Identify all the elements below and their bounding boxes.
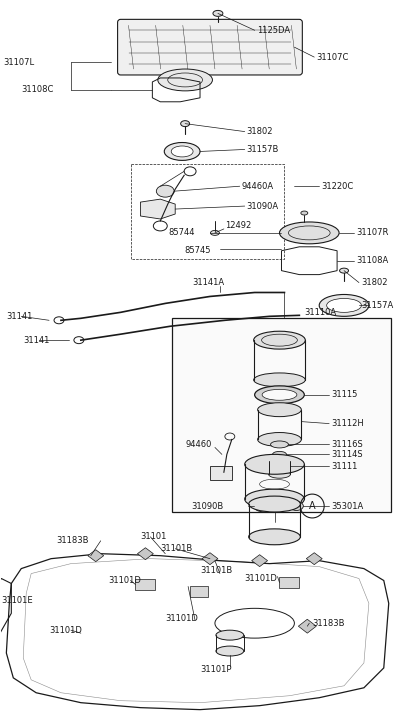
FancyBboxPatch shape [118, 20, 302, 75]
Text: 31114S: 31114S [331, 450, 363, 459]
Text: 31101E: 31101E [1, 596, 33, 605]
Ellipse shape [254, 332, 305, 349]
Bar [210, 466, 232, 481]
Polygon shape [137, 547, 153, 560]
Text: 94460A: 94460A [242, 182, 274, 190]
Text: 31090A: 31090A [247, 201, 279, 211]
Polygon shape [306, 553, 322, 565]
Text: 31116S: 31116S [331, 440, 363, 449]
Text: 31157B: 31157B [247, 145, 279, 154]
Text: 31101P: 31101P [200, 665, 231, 675]
Ellipse shape [269, 457, 290, 465]
Polygon shape [88, 550, 104, 562]
Text: 31107C: 31107C [316, 52, 348, 62]
Text: 31802: 31802 [247, 127, 273, 136]
Ellipse shape [211, 230, 219, 236]
Polygon shape [202, 553, 218, 565]
Bar [172, 318, 391, 512]
Text: 31802: 31802 [361, 278, 387, 287]
Ellipse shape [258, 433, 301, 446]
Text: 31101: 31101 [140, 532, 167, 542]
Text: 31101B: 31101B [160, 545, 193, 553]
Text: 94460: 94460 [185, 440, 211, 449]
Ellipse shape [245, 454, 304, 474]
Text: 31101B: 31101B [200, 566, 232, 575]
Text: 31110A: 31110A [304, 308, 337, 317]
Text: 12492: 12492 [225, 222, 251, 230]
Text: A: A [309, 501, 316, 511]
Ellipse shape [254, 373, 305, 387]
Polygon shape [298, 619, 316, 633]
Text: 31107L: 31107L [3, 57, 34, 67]
Ellipse shape [279, 222, 339, 244]
Text: 85745: 85745 [184, 246, 211, 255]
Ellipse shape [290, 502, 303, 510]
Text: 31220C: 31220C [321, 182, 353, 190]
Ellipse shape [171, 146, 193, 157]
Text: 31183B: 31183B [56, 537, 88, 545]
Ellipse shape [216, 630, 244, 640]
Text: 1125DA: 1125DA [256, 25, 290, 35]
Ellipse shape [262, 390, 297, 401]
Ellipse shape [213, 10, 223, 17]
Text: 31141: 31141 [7, 312, 33, 321]
Ellipse shape [270, 441, 288, 448]
Text: 31101D: 31101D [49, 626, 82, 635]
Text: 31183B: 31183B [312, 619, 345, 627]
Ellipse shape [301, 211, 308, 215]
Ellipse shape [254, 500, 276, 512]
Ellipse shape [158, 69, 212, 91]
Text: 31115: 31115 [331, 390, 357, 399]
Ellipse shape [272, 451, 286, 457]
Bar [135, 579, 155, 590]
Ellipse shape [319, 294, 369, 316]
Ellipse shape [327, 299, 362, 313]
Text: 31112H: 31112H [331, 419, 364, 428]
Text: 31090B: 31090B [191, 502, 223, 510]
Text: 31108C: 31108C [21, 85, 54, 95]
Text: 31101D: 31101D [245, 574, 278, 583]
Text: 31141A: 31141A [192, 278, 224, 287]
Ellipse shape [156, 185, 174, 197]
Ellipse shape [249, 496, 300, 512]
Bar [190, 587, 208, 598]
Ellipse shape [164, 142, 200, 161]
Polygon shape [252, 555, 267, 566]
Text: 31111: 31111 [331, 462, 357, 471]
Bar [279, 577, 299, 588]
Ellipse shape [216, 646, 244, 656]
Text: 35301A: 35301A [331, 502, 363, 510]
Ellipse shape [181, 121, 190, 126]
Ellipse shape [245, 489, 304, 509]
Text: 31141: 31141 [23, 336, 49, 345]
Text: 31157A: 31157A [361, 301, 393, 310]
Bar [130, 164, 284, 259]
Text: 31101D: 31101D [109, 576, 142, 585]
Ellipse shape [339, 268, 348, 273]
Ellipse shape [249, 529, 300, 545]
Ellipse shape [269, 470, 290, 478]
Text: 31107R: 31107R [356, 228, 388, 238]
Ellipse shape [258, 403, 301, 417]
Text: 31101D: 31101D [165, 614, 198, 623]
Text: 85744: 85744 [168, 228, 195, 238]
Text: 31108A: 31108A [356, 256, 388, 265]
Ellipse shape [255, 386, 304, 403]
Polygon shape [140, 199, 175, 219]
